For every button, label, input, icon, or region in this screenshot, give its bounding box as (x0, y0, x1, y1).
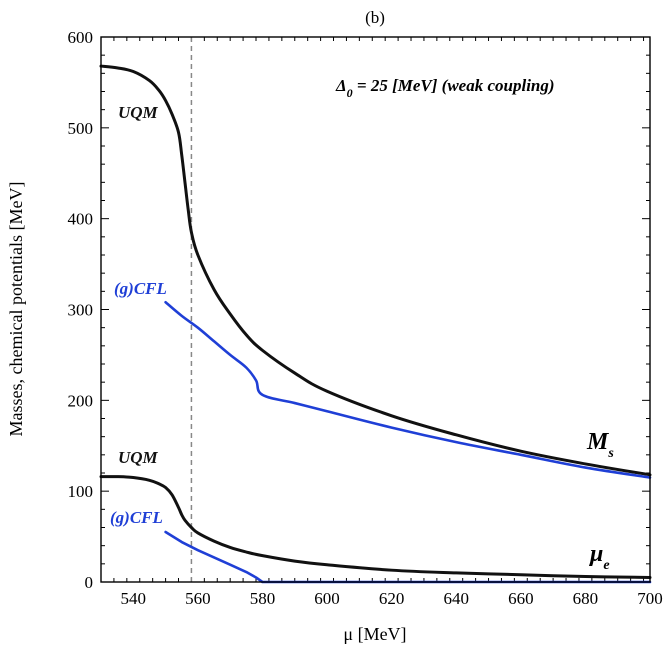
ms-symbol: M (586, 429, 610, 455)
y-tick-label: 300 (68, 301, 94, 320)
ms-label: Ms (586, 429, 614, 461)
gcfl-upper-label: (g)CFL (114, 279, 167, 298)
series-line-m-s-uqm (99, 64, 652, 477)
delta-subscript: 0 (347, 86, 353, 100)
x-tick-label: 700 (637, 589, 663, 608)
y-axis-title: Masses, chemical potentials [MeV] (6, 182, 26, 437)
delta-symbol: Δ (335, 76, 347, 95)
x-tick-label: 540 (121, 589, 147, 608)
y-tick-label: 600 (68, 28, 94, 47)
x-tick-label: 640 (443, 589, 469, 608)
x-axis-title: μ [MeV] (343, 624, 406, 644)
x-tick-label: 580 (250, 589, 276, 608)
delta-annotation: Δ0 = 25 [MeV] (weak coupling) (335, 76, 555, 100)
delta-text: = 25 [MeV] (weak coupling) (353, 76, 555, 95)
mue-label: μe (588, 541, 610, 573)
x-tick-label: 560 (185, 589, 211, 608)
y-tick-label: 100 (68, 482, 94, 501)
uqm-lower-label: UQM (118, 448, 159, 467)
series-line-m-s-g-cfl (164, 300, 652, 479)
panel-label: (b) (365, 8, 385, 27)
series-line-mu-e-g-cfl (164, 530, 652, 584)
plot-frame (100, 36, 651, 583)
y-tick-label: 200 (68, 391, 94, 410)
ms-subscript: s (607, 446, 614, 461)
series-layer (99, 37, 652, 584)
uqm-upper-label: UQM (118, 103, 159, 122)
y-tick-label: 500 (68, 119, 94, 138)
gcfl-lower-label: (g)CFL (110, 508, 163, 527)
axis-ticks: 540 560 580 600 620 640 660 680 700 0 100 200 300 400… (68, 28, 663, 608)
series-line-mu-e-uqm (99, 475, 652, 579)
x-tick-label: 680 (573, 589, 599, 608)
y-tick-label: 400 (68, 210, 94, 229)
mue-symbol: μ (588, 541, 603, 567)
y-tick-label: 0 (85, 573, 94, 592)
mue-subscript: e (603, 558, 609, 573)
x-tick-label: 620 (379, 589, 405, 608)
x-tick-label: 660 (508, 589, 534, 608)
x-tick-label: 600 (314, 589, 340, 608)
